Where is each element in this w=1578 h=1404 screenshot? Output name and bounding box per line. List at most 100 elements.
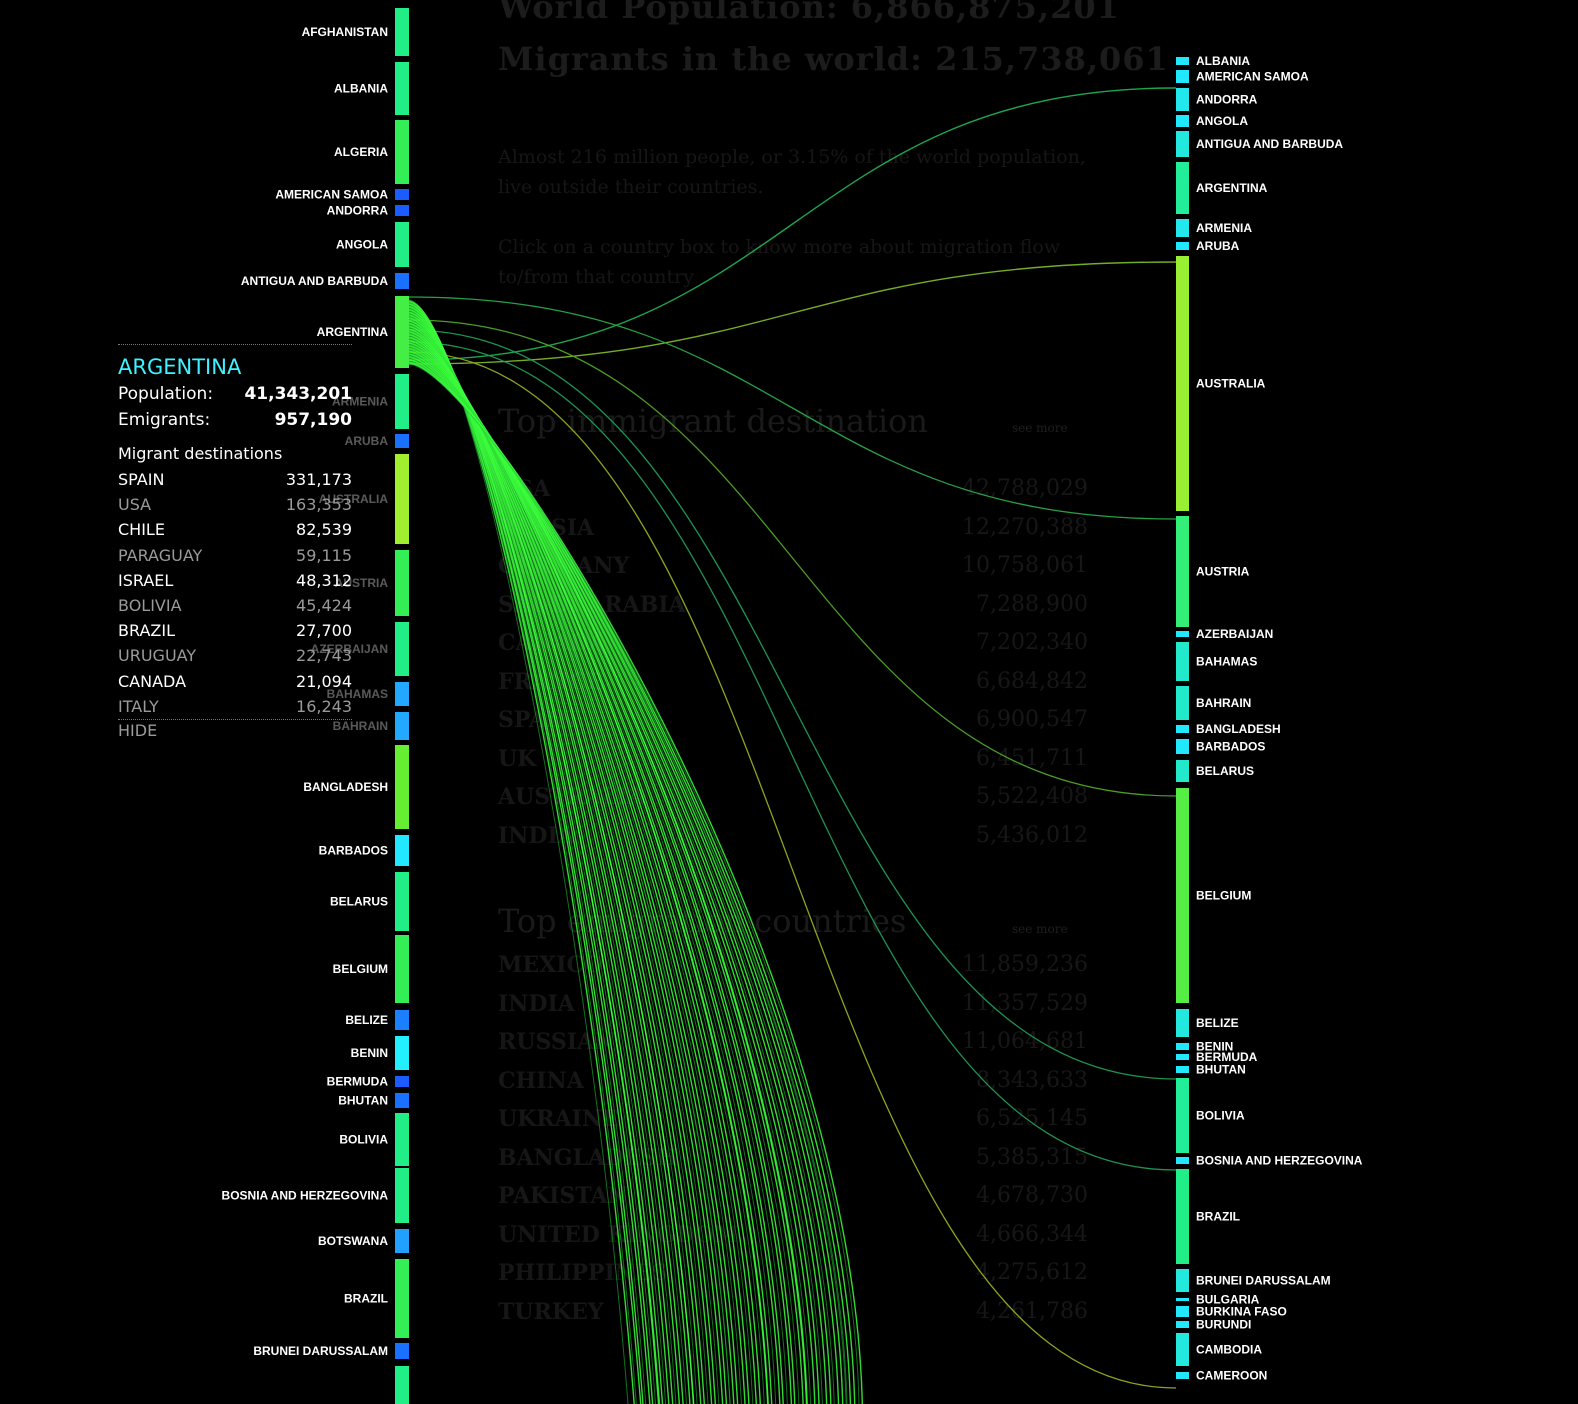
origin-country-box[interactable] <box>395 62 409 115</box>
destination-country-box[interactable] <box>1176 1321 1189 1328</box>
origin-country-bolivia[interactable]: BOLIVIA <box>339 1113 409 1166</box>
destination-country-box[interactable] <box>1176 516 1189 627</box>
origin-country-botswana[interactable]: BOTSWANA <box>318 1229 409 1253</box>
origin-country-box[interactable] <box>395 120 409 184</box>
destination-country-box[interactable] <box>1176 1043 1189 1050</box>
destination-row[interactable]: URUGUAY 22,743 <box>118 643 352 668</box>
origin-country-argentina[interactable]: ARGENTINA <box>317 296 409 368</box>
destination-row[interactable]: BRAZIL 27,700 <box>118 618 352 643</box>
destination-country-bolivia[interactable]: BOLIVIA <box>1176 1078 1245 1153</box>
origin-country-andorra[interactable]: ANDORRA <box>327 204 409 218</box>
origin-country-box[interactable] <box>395 1259 409 1338</box>
destination-country-box[interactable] <box>1176 256 1189 511</box>
origin-country-armenia[interactable]: ARMENIA <box>332 374 409 429</box>
destination-country-belize[interactable]: BELIZE <box>1176 1009 1239 1037</box>
destination-country-box[interactable] <box>1176 642 1189 681</box>
destination-country-armenia[interactable]: ARMENIA <box>1176 219 1252 237</box>
origin-country-box[interactable] <box>395 550 409 616</box>
origin-country-bermuda[interactable]: BERMUDA <box>327 1075 409 1089</box>
destination-country-american-samoa[interactable]: AMERICAN SAMOA <box>1176 70 1309 84</box>
destination-country-australia[interactable]: AUSTRALIA <box>1176 256 1266 511</box>
origin-country-brazil[interactable]: BRAZIL <box>344 1259 409 1338</box>
destination-country-box[interactable] <box>1176 88 1189 111</box>
destination-country-burundi[interactable]: BURUNDI <box>1176 1318 1251 1332</box>
destination-country-bahrain[interactable]: BAHRAIN <box>1176 686 1251 720</box>
destination-row[interactable]: CANADA 21,094 <box>118 669 352 694</box>
hide-button[interactable]: HIDE <box>118 720 158 740</box>
origin-country-box[interactable] <box>395 454 409 544</box>
origin-country-brunei-darussalam[interactable]: BRUNEI DARUSSALAM <box>253 1343 409 1359</box>
destination-country-brazil[interactable]: BRAZIL <box>1176 1169 1240 1264</box>
origin-country-benin[interactable]: BENIN <box>351 1036 409 1070</box>
destination-country-bangladesh[interactable]: BANGLADESH <box>1176 722 1281 736</box>
origin-country-antigua-and-barbuda[interactable]: ANTIGUA AND BARBUDA <box>241 273 409 289</box>
origin-country-bulgaria[interactable] <box>395 1366 409 1404</box>
destination-row[interactable]: ISRAEL 48,312 <box>118 568 352 593</box>
origin-country-australia[interactable]: AUSTRALIA <box>319 454 409 544</box>
origin-country-box[interactable] <box>395 205 409 216</box>
origin-country-albania[interactable]: ALBANIA <box>334 62 409 115</box>
destination-country-box[interactable] <box>1176 1066 1189 1073</box>
destination-country-box[interactable] <box>1176 631 1189 637</box>
origin-country-angola[interactable]: ANGOLA <box>336 222 409 267</box>
destination-country-bhutan[interactable]: BHUTAN <box>1176 1063 1246 1077</box>
origin-country-box[interactable] <box>395 1093 409 1108</box>
destination-country-box[interactable] <box>1176 725 1189 733</box>
destination-country-belarus[interactable]: BELARUS <box>1176 760 1254 782</box>
destination-country-andorra[interactable]: ANDORRA <box>1176 88 1258 111</box>
origin-country-box[interactable] <box>395 1366 409 1404</box>
origin-country-bangladesh[interactable]: BANGLADESH <box>303 745 409 829</box>
destination-country-box[interactable] <box>1176 219 1189 237</box>
destination-country-box[interactable] <box>1176 1157 1189 1164</box>
destination-country-benin[interactable]: BENIN <box>1176 1040 1233 1054</box>
origin-country-box[interactable] <box>395 374 409 429</box>
destination-country-box[interactable] <box>1176 242 1189 250</box>
destination-row[interactable]: PARAGUAY 59,115 <box>118 543 352 568</box>
destination-row[interactable]: ITALY 16,243 <box>118 694 352 719</box>
origin-country-box[interactable] <box>395 1010 409 1030</box>
destination-country-box[interactable] <box>1176 739 1189 754</box>
destination-country-box[interactable] <box>1176 115 1189 127</box>
destination-country-antigua-and-barbuda[interactable]: ANTIGUA AND BARBUDA <box>1176 131 1343 157</box>
origin-country-box[interactable] <box>395 434 409 448</box>
destination-country-box[interactable] <box>1176 1372 1189 1379</box>
destination-country-box[interactable] <box>1176 788 1189 1003</box>
destination-country-box[interactable] <box>1176 1054 1189 1060</box>
origin-country-box[interactable] <box>395 1113 409 1166</box>
origin-country-box[interactable] <box>395 1229 409 1253</box>
origin-country-box[interactable] <box>395 682 409 706</box>
destination-country-angola[interactable]: ANGOLA <box>1176 114 1248 128</box>
origin-country-box[interactable] <box>395 1343 409 1359</box>
destination-country-cameroon[interactable]: CAMEROON <box>1176 1369 1267 1383</box>
destination-country-barbados[interactable]: BARBADOS <box>1176 739 1265 754</box>
origin-country-box[interactable] <box>395 622 409 676</box>
destination-country-azerbaijan[interactable]: AZERBAIJAN <box>1176 627 1273 641</box>
destination-country-box[interactable] <box>1176 1169 1189 1264</box>
origin-country-algeria[interactable]: ALGERIA <box>334 120 409 184</box>
origin-country-austria[interactable]: AUSTRIA <box>335 550 409 616</box>
destination-country-burkina-faso[interactable]: BURKINA FASO <box>1176 1305 1287 1319</box>
origin-country-azerbaijan[interactable]: AZERBAIJAN <box>311 622 409 676</box>
origin-country-belgium[interactable]: BELGIUM <box>333 935 409 1003</box>
origin-country-box[interactable] <box>395 745 409 829</box>
origin-country-american-samoa[interactable]: AMERICAN SAMOA <box>275 188 409 202</box>
origin-country-barbados[interactable]: BARBADOS <box>319 835 409 866</box>
destination-country-box[interactable] <box>1176 1333 1189 1366</box>
destination-country-bulgaria[interactable]: BULGARIA <box>1176 1293 1260 1307</box>
destination-row[interactable]: BOLIVIA 45,424 <box>118 593 352 618</box>
origin-country-box[interactable] <box>395 8 409 56</box>
destination-country-bosnia-and-herzegovina[interactable]: BOSNIA AND HERZEGOVINA <box>1176 1154 1363 1168</box>
destination-row[interactable]: CHILE 82,539 <box>118 517 352 542</box>
destination-country-box[interactable] <box>1176 162 1189 214</box>
origin-country-bahamas[interactable]: BAHAMAS <box>327 682 409 706</box>
origin-country-box[interactable] <box>395 189 409 200</box>
origin-country-box[interactable] <box>395 872 409 931</box>
destination-country-belgium[interactable]: BELGIUM <box>1176 788 1251 1003</box>
destination-country-bahamas[interactable]: BAHAMAS <box>1176 642 1257 681</box>
destination-country-box[interactable] <box>1176 1009 1189 1037</box>
origin-country-box[interactable] <box>395 835 409 866</box>
destination-country-austria[interactable]: AUSTRIA <box>1176 516 1250 627</box>
origin-country-afghanistan[interactable]: AFGHANISTAN <box>302 8 409 56</box>
destination-country-box[interactable] <box>1176 70 1189 83</box>
origin-country-box[interactable] <box>395 712 409 740</box>
